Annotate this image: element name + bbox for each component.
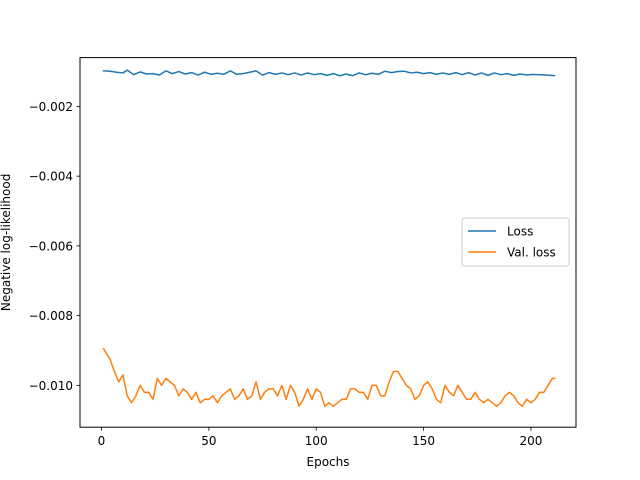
- legend-label-loss: Loss: [507, 225, 533, 239]
- y-tick-label: −0.006: [29, 239, 73, 253]
- y-tick-label: −0.010: [29, 379, 73, 393]
- x-axis-ticks: 0 50 100 150 200: [98, 427, 542, 448]
- y-tick-label: −0.008: [29, 309, 73, 323]
- x-tick-label: 50: [201, 434, 216, 448]
- plot-frame: [79, 57, 577, 428]
- x-axis-label: Epochs: [307, 455, 350, 469]
- legend-box: [461, 217, 570, 267]
- x-tick-label: 100: [305, 434, 328, 448]
- legend: Loss Val. loss: [461, 217, 570, 267]
- series-line-loss: [102, 69, 556, 77]
- y-axis-label: Negative log-likelihood: [0, 174, 13, 311]
- y-tick-label: −0.004: [29, 170, 73, 184]
- y-axis-ticks: −0.010 −0.008 −0.006 −0.004 −0.002: [29, 100, 80, 393]
- x-tick-label: 0: [98, 434, 106, 448]
- x-tick-label: 200: [519, 434, 542, 448]
- legend-label-val-loss: Val. loss: [507, 246, 556, 260]
- y-tick-label: −0.002: [29, 100, 73, 114]
- series-layer: [102, 69, 556, 408]
- series-line-val-loss: [102, 347, 556, 408]
- x-tick-label: 150: [412, 434, 435, 448]
